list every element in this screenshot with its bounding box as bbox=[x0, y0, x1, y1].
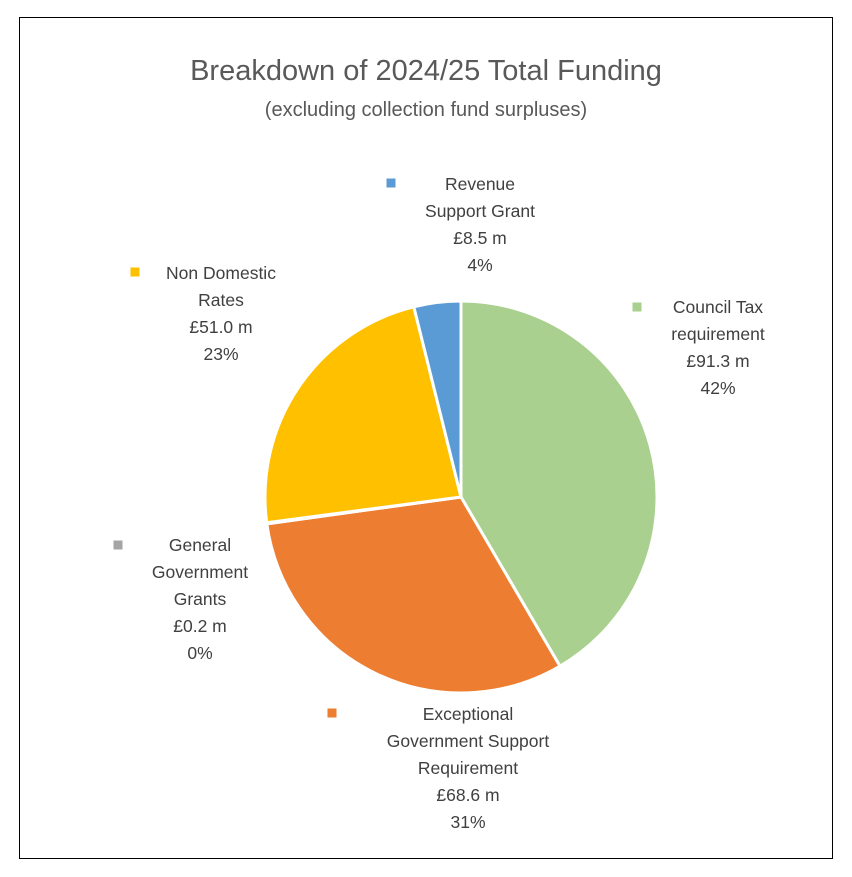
slice-label-name-0-0: Council Tax bbox=[673, 297, 763, 317]
slice-label-percent-4: 4% bbox=[467, 255, 492, 275]
slice-label-percent-3: 23% bbox=[203, 344, 238, 364]
legend-marker-4 bbox=[386, 178, 396, 188]
slice-label-value-2: £0.2 m bbox=[173, 616, 227, 636]
legend-marker-1 bbox=[327, 708, 337, 718]
legend-marker-0 bbox=[632, 302, 642, 312]
slice-label-value-4: £8.5 m bbox=[453, 228, 507, 248]
slice-label-name-2-2: Grants bbox=[174, 589, 227, 609]
pie-slice-1 bbox=[265, 495, 562, 695]
chart-title: Breakdown of 2024/25 Total Funding bbox=[190, 55, 662, 87]
pie-slice-3 bbox=[263, 305, 463, 525]
slice-label-name-4-1: Support Grant bbox=[425, 201, 535, 221]
slice-label-percent-2: 0% bbox=[187, 643, 212, 663]
slice-labels: Council Tax requirement £91.3 m 42% Exceptio… bbox=[113, 174, 765, 832]
legend-marker-2 bbox=[113, 540, 123, 550]
pie-slices bbox=[263, 299, 659, 695]
slice-label-percent-1: 31% bbox=[450, 812, 485, 832]
slice-label-name-1-1: Government Support bbox=[387, 731, 550, 751]
pie-slice-0 bbox=[459, 299, 659, 668]
chart-subtitle: (excluding collection fund surpluses) bbox=[265, 99, 587, 121]
slice-label-name-2-1: Government bbox=[152, 562, 248, 582]
slice-label-name-2-0: General bbox=[169, 535, 231, 555]
slice-label-value-3: £51.0 m bbox=[189, 317, 252, 337]
slice-label-name-1-2: Requirement bbox=[418, 758, 518, 778]
slice-label-name-4-0: Revenue bbox=[445, 174, 515, 194]
slice-label-name-3-1: Rates bbox=[198, 290, 244, 310]
slice-label-value-1: £68.6 m bbox=[436, 785, 499, 805]
slice-label-percent-0: 42% bbox=[700, 378, 735, 398]
legend-marker-3 bbox=[130, 267, 140, 277]
slice-label-name-1-0: Exceptional bbox=[423, 704, 513, 724]
slice-label-name-3-0: Non Domestic bbox=[166, 263, 276, 283]
pie-slice-4 bbox=[412, 299, 463, 499]
slice-label-name-0-1: requirement bbox=[671, 324, 765, 344]
slice-label-value-0: £91.3 m bbox=[686, 351, 749, 371]
